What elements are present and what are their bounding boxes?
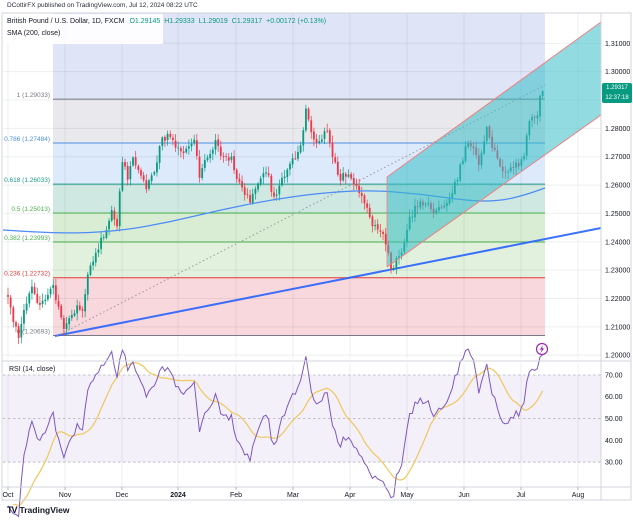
sma-200-line[interactable] — [2, 187, 546, 234]
bar-countdown: 12:37:18 — [605, 95, 629, 101]
rsi-axis[interactable]: 70.00 60.00 50.00 40.00 30.00 — [605, 372, 623, 466]
price-axis-label: 1.21000 — [605, 324, 630, 331]
chart-legend[interactable]: British Pound / U.S. Dollar, 1D, FXCM O1.… — [7, 16, 330, 40]
rsi-ma-line — [13, 362, 544, 507]
publish-bar: DCottirFX published on TradingView.com, … — [7, 2, 198, 9]
rsi-axis-label: 40.00 — [605, 438, 623, 445]
price-axis-label: 1.31000 — [605, 41, 630, 48]
fib-level-label: 0.5 (1.25013) — [11, 206, 50, 213]
time-axis-label: Dec — [116, 492, 129, 499]
fib-level-label: 0 (1.20693) — [17, 329, 50, 336]
rsi-pane[interactable] — [3, 348, 601, 518]
time-axis-label: Jun — [458, 492, 469, 499]
time-axis-label: Mar — [287, 492, 300, 499]
last-price-badge: 1.29317 12:37:18 — [602, 83, 632, 103]
trend-line[interactable] — [54, 227, 602, 337]
lightning-icon[interactable] — [535, 342, 549, 356]
price-axis-label: 1.26000 — [605, 183, 630, 190]
price-axis-label: 1.24000 — [605, 239, 630, 246]
rsi-line — [7, 348, 544, 518]
price-axis-label: 1.27000 — [605, 154, 630, 161]
legend-indicator-sma[interactable]: SMA (200, close) — [7, 30, 61, 37]
price-axis-label: 1.22000 — [605, 296, 630, 303]
rsi-band — [3, 374, 601, 463]
legend-change: +0.00172 (+0.13%) — [266, 18, 327, 25]
tradingview-logo-icon[interactable]: TV — [7, 505, 17, 515]
price-axis-label: 1.20000 — [605, 353, 630, 360]
fib-level-label: 0.382 (1.23993) — [4, 235, 50, 242]
fib-band — [53, 241, 545, 278]
ascending-channel[interactable] — [387, 22, 601, 267]
time-axis-label: Feb — [230, 492, 242, 499]
fib-level-label: 0.786 (1.27484) — [4, 136, 50, 143]
legend-row-symbol[interactable]: British Pound / U.S. Dollar, 1D, FXCM O1.… — [7, 16, 330, 28]
legend-symbol[interactable]: British Pound / U.S. Dollar, 1D, FXCM — [7, 18, 125, 25]
chart-frame — [1, 12, 632, 501]
time-axis-label: Jul — [517, 492, 526, 499]
time-axis-label: Aug — [572, 492, 585, 499]
fib-level-label: 0.236 (1.22732) — [4, 271, 50, 278]
price-axis-label: 1.30000 — [605, 69, 630, 76]
tradingview-attribution[interactable]: TV TradingView — [7, 505, 69, 515]
fib-level-label: 0.618 (1.26033) — [4, 177, 50, 184]
time-axis-label: Apr — [345, 492, 357, 499]
last-price-value: 1.29317 — [606, 85, 628, 91]
legend-open: O1.29145 — [129, 18, 161, 25]
price-axis-label: 1.23000 — [605, 268, 630, 275]
legend-close: C1.29317 — [231, 18, 263, 25]
fib-band — [53, 213, 545, 242]
rsi-axis-label: 60.00 — [605, 394, 623, 401]
legend-backing — [3, 14, 163, 44]
time-axis-label: Nov — [59, 492, 72, 499]
fib-retracement-bands — [53, 13, 545, 336]
legend-high: H1.29333 — [164, 18, 195, 25]
tradingview-logo-text[interactable]: TradingView — [19, 505, 70, 515]
price-axis-label: 1.25000 — [605, 211, 630, 218]
rsi-axis-label: 30.00 — [605, 460, 623, 467]
time-axis-label: Oct — [3, 492, 14, 499]
price-axis-label: 1.28000 — [605, 126, 630, 133]
rsi-axis-label: 70.00 — [605, 372, 623, 379]
time-axis-label: 2024 — [170, 492, 186, 499]
fib-level-label: 1 (1.29033) — [17, 92, 50, 99]
rsi-axis-label: 50.00 — [605, 416, 623, 423]
legend-low: L1.29019 — [198, 18, 228, 25]
time-axis-label: May — [400, 492, 414, 499]
time-axis[interactable]: Oct Nov Dec 2024 Feb Mar Apr May Jun Jul Aug — [3, 487, 585, 499]
rsi-indicator-label[interactable]: RSI (14, close) — [7, 366, 58, 373]
